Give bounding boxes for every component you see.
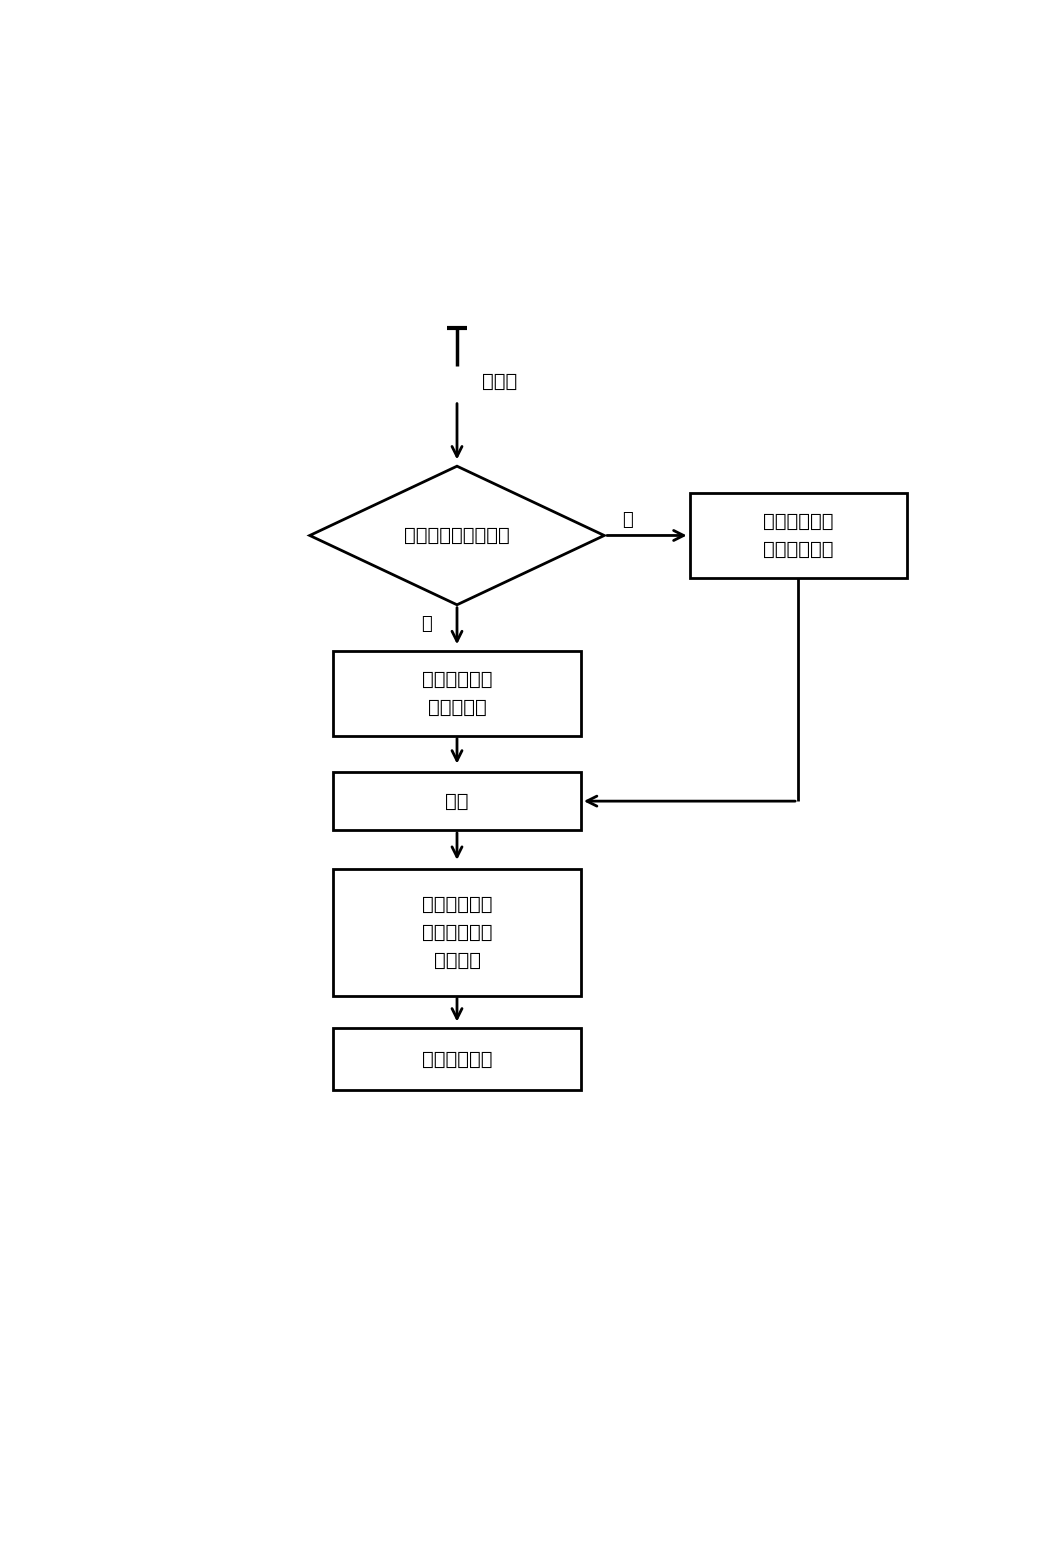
Text: 放入任务池中: 放入任务池中: [422, 1050, 492, 1068]
Bar: [333, 651, 581, 736]
Text: 任务属性设置
为时间不相关: 任务属性设置 为时间不相关: [763, 512, 833, 559]
Bar: [333, 772, 581, 829]
Text: 是时间相关的任务吗: 是时间相关的任务吗: [404, 526, 510, 545]
Text: 否: 否: [622, 511, 633, 530]
Polygon shape: [309, 465, 604, 604]
Text: 新任务: 新任务: [482, 372, 518, 390]
Bar: [689, 494, 907, 578]
Text: 根据任务属性
的不同，设置
任务状态: 根据任务属性 的不同，设置 任务状态: [422, 895, 492, 970]
Text: 是: 是: [421, 615, 431, 633]
Bar: [333, 1028, 581, 1090]
Text: 编号: 编号: [445, 792, 469, 811]
Bar: [333, 868, 581, 995]
Text: 任务属性设置
为时间相关: 任务属性设置 为时间相关: [422, 670, 492, 717]
